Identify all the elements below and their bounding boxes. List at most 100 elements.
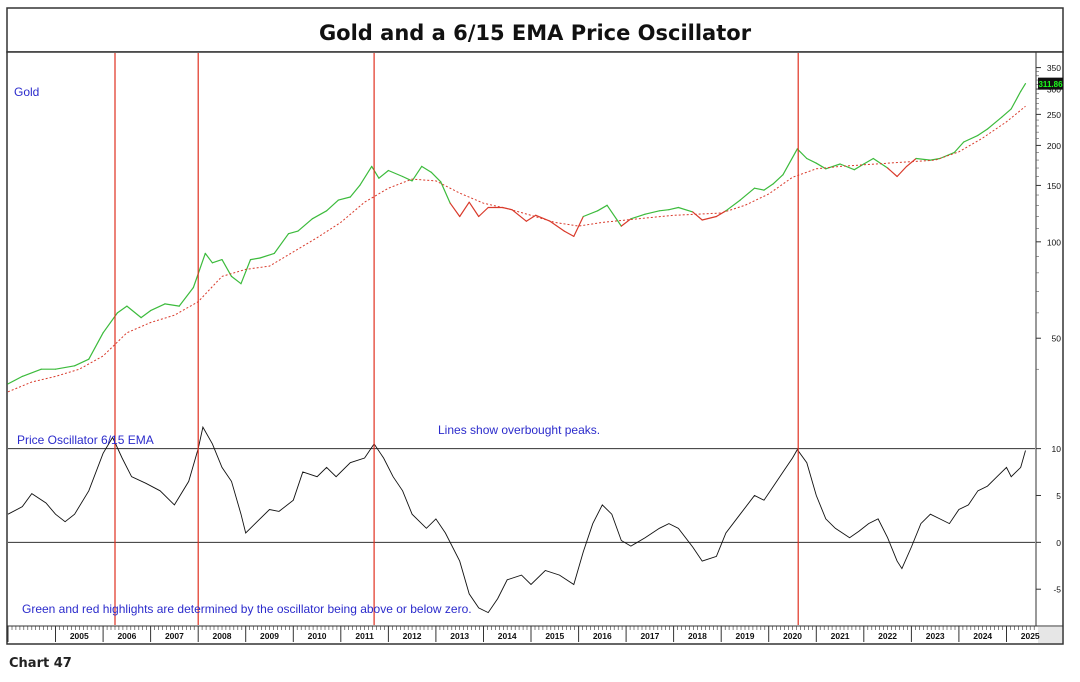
gold-price-segment [387, 169, 404, 178]
gold-price-segment [88, 332, 104, 360]
gold-price-segment [644, 210, 661, 215]
gold-price-segment [606, 204, 622, 227]
gold-price-segment [573, 215, 584, 237]
gold-price-segment [563, 230, 575, 237]
gold-price-segment [259, 252, 275, 259]
gold-price-segment [620, 218, 632, 227]
gold-price-segment [1010, 90, 1022, 110]
gold-price-segment [701, 215, 718, 221]
oscillator-panel-label: Price Oscillator 6/15 EMA [17, 433, 154, 447]
gold-price-segment [192, 252, 206, 289]
x-tick-label: 2012 [403, 631, 422, 641]
gold-price-segment [863, 157, 874, 165]
price-y-tick-label: 50 [1052, 334, 1062, 344]
gold-price-segment [73, 358, 90, 367]
gold-price-segment [582, 210, 599, 218]
gold-price-segment [753, 187, 765, 191]
gold-price-segment [349, 184, 361, 198]
last-value-badge [1038, 77, 1063, 90]
gold-price-segment [535, 214, 551, 222]
gold-price-segment [240, 259, 252, 285]
gold-price-segment [725, 199, 741, 212]
gold-price-segment [1001, 108, 1012, 118]
gold-price-segment [126, 305, 142, 319]
gold-price-segment [287, 230, 299, 235]
gold-price-segment [782, 148, 798, 176]
price-y-tick-label: 350 [1047, 63, 1061, 73]
gold-price-segment [54, 365, 76, 370]
gold-price-segment [359, 165, 373, 186]
x-tick-label: 2024 [973, 631, 992, 641]
gold-price-segment [178, 286, 194, 307]
x-tick-label: 2015 [545, 631, 564, 641]
ema-15-line [7, 105, 1026, 393]
x-tick-label: 2023 [926, 631, 945, 641]
price-y-tick-label: 150 [1047, 181, 1061, 191]
gold-price-segment [249, 257, 261, 261]
axis-corner [1038, 627, 1062, 643]
axes-layer: 50100150200250300350311.861050-520052006… [7, 63, 1063, 642]
gold-price-segment [905, 157, 917, 167]
x-tick-label: 2022 [878, 631, 897, 641]
title-box [6, 7, 1064, 53]
gold-price-segment [211, 259, 223, 264]
gold-price-segment [140, 310, 152, 319]
gold-price-segment [915, 157, 932, 161]
price-oscillator-line [7, 425, 1026, 614]
gold-price-segment [511, 209, 527, 222]
gold-price-segment [886, 167, 898, 178]
gold-price-segment [311, 210, 328, 220]
x-tick-label: 2009 [260, 631, 279, 641]
gold-price-segment [421, 165, 432, 173]
gold-price-segment [806, 157, 817, 164]
chart-frame [6, 51, 1064, 645]
x-tick-label: 2008 [213, 631, 232, 641]
gold-price-segment [763, 183, 775, 191]
overbought-annotation: Lines show overbought peaks. [438, 423, 600, 437]
gold-price-segment [371, 165, 380, 179]
gold-price-segment [896, 165, 908, 178]
oscillator-y-tick-label: 0 [1056, 538, 1061, 548]
gold-price-segment [839, 163, 855, 171]
price-y-tick-label: 250 [1047, 110, 1061, 120]
gold-price-segment [326, 199, 339, 212]
gold-price-segment [378, 169, 389, 179]
gold-price-segment [440, 181, 451, 204]
gold-price-segment [668, 206, 680, 211]
gold-price-segment [596, 204, 608, 212]
gold-price-segment [692, 211, 703, 221]
chart-title: Gold and a 6/15 EMA Price Oscillator [319, 21, 752, 45]
gold-price-segment [230, 275, 242, 285]
gold-price-segment [204, 252, 213, 264]
price-y-tick-label: 200 [1047, 141, 1061, 151]
gold-price-segment [739, 187, 756, 201]
gold-price-segment [430, 171, 442, 183]
x-tick-label: 2014 [498, 631, 517, 641]
gold-price-segment [549, 220, 565, 232]
gold-price-segment [853, 163, 865, 171]
gold-price-segment [273, 233, 290, 254]
x-tick-label: 2018 [688, 631, 707, 641]
gold-price-segment [963, 134, 979, 143]
gold-price-segment [337, 196, 351, 201]
gold-price-segment [411, 165, 423, 182]
x-tick-label: 2019 [736, 631, 755, 641]
price-panel-label: Gold [14, 85, 39, 99]
gold-price-segment [21, 368, 42, 377]
x-tick-label: 2020 [783, 631, 802, 641]
gold-price-segment [449, 202, 461, 218]
gold-price-segment [977, 128, 989, 136]
price-y-tick-label: 100 [1047, 237, 1061, 247]
gold-price-segment [1020, 82, 1027, 93]
x-tick-label: 2011 [355, 631, 374, 641]
reference-lines-layer [8, 448, 1035, 543]
overbought-peak-lines-layer [114, 53, 799, 625]
x-tick-label: 2017 [640, 631, 659, 641]
gold-price-segment [478, 206, 489, 218]
oscillator-panel-layer [7, 425, 1026, 614]
x-tick-label: 2005 [70, 631, 89, 641]
x-tick-label: 2007 [165, 631, 184, 641]
gold-price-segment [150, 303, 166, 312]
gold-price-segment [459, 201, 470, 218]
